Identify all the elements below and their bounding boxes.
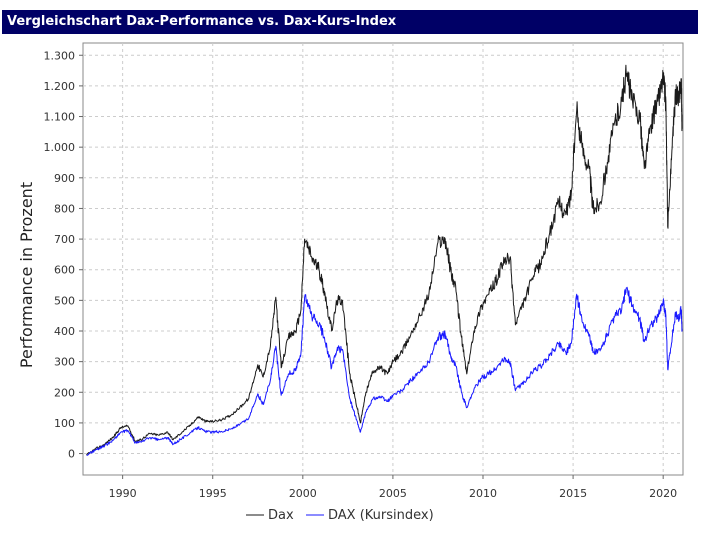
- y-tick-label: 500: [54, 294, 75, 307]
- chart-title-bar: Vergleichschart Dax-Performance vs. Dax-…: [2, 10, 698, 34]
- y-tick-label: 600: [54, 264, 75, 277]
- y-tick-label: 100: [54, 417, 75, 430]
- x-tick-label: 2005: [379, 487, 407, 500]
- gridlines: [83, 43, 683, 475]
- legend-label: DAX (Kursindex): [328, 508, 434, 523]
- y-tick-label: 1.200: [44, 80, 76, 93]
- x-tick-label: 2000: [289, 487, 317, 500]
- y-tick-label: 700: [54, 233, 75, 246]
- x-tick-label: 2015: [559, 487, 587, 500]
- x-tick-label: 1995: [199, 487, 227, 500]
- series-line: [86, 286, 683, 456]
- x-tick-label: 1990: [109, 487, 137, 500]
- y-axis: 0 100 200 300 400 500 600 700 800 900 1.000 1.100 1.…: [44, 49, 83, 461]
- y-tick-label: 400: [54, 325, 75, 338]
- y-tick-label: 800: [54, 202, 75, 215]
- y-tick-label: 1.100: [44, 111, 76, 124]
- x-axis: 1990 1995 2000 2005 2010 2015 2020: [109, 475, 677, 500]
- y-axis-label: Performance in Prozent: [17, 182, 36, 368]
- y-tick-label: 1.300: [44, 49, 76, 62]
- legend: Dax DAX (Kursindex): [246, 508, 434, 523]
- y-tick-label: 300: [54, 356, 75, 369]
- y-tick-label: 200: [54, 386, 75, 399]
- x-tick-label: 2020: [649, 487, 677, 500]
- x-tick-label: 2010: [469, 487, 497, 500]
- plot-frame: [82, 42, 684, 476]
- y-tick-label: 0: [68, 448, 75, 461]
- legend-label: Dax: [268, 508, 294, 523]
- y-tick-label: 1.000: [44, 141, 76, 154]
- series-lines: [86, 64, 683, 456]
- chart-title: Vergleichschart Dax-Performance vs. Dax-…: [7, 14, 397, 29]
- series-line: [86, 64, 683, 456]
- y-tick-label: 900: [54, 172, 75, 185]
